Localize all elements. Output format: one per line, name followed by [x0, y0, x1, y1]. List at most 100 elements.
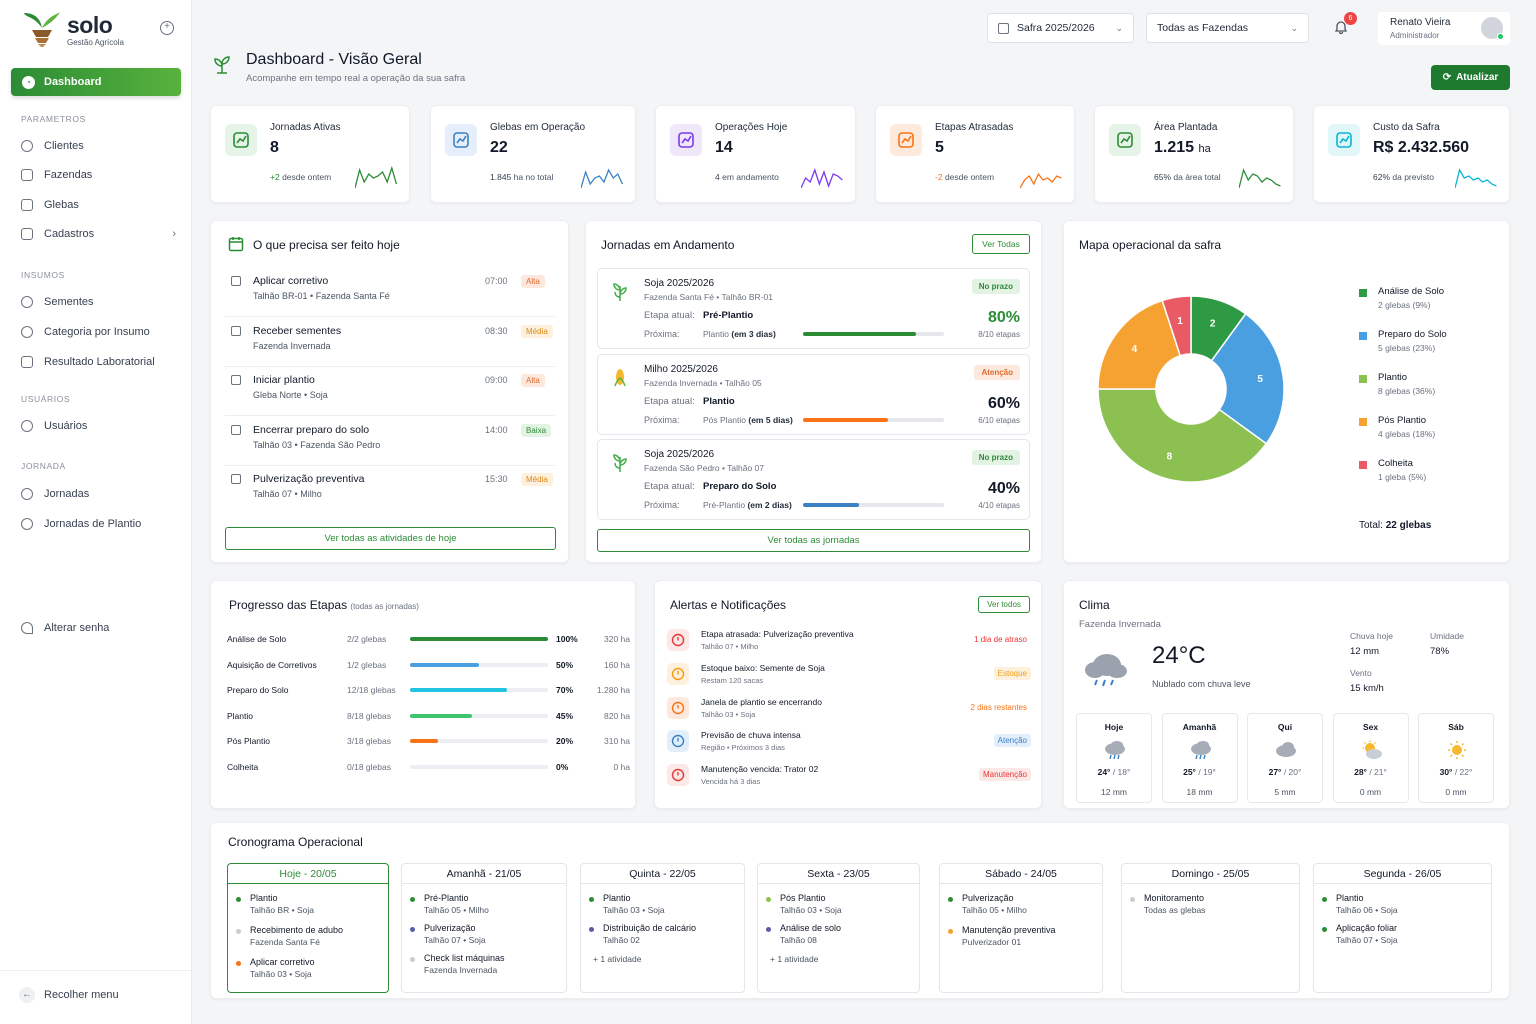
forecast-temp: 25° / 19°: [1163, 767, 1237, 777]
refresh-button[interactable]: ⟳ Atualizar: [1431, 65, 1510, 90]
total-value: 22 glebas: [1385, 520, 1432, 531]
forecast-rain: 5 mm: [1274, 787, 1296, 797]
schedule-day[interactable]: Sexta - 23/05 Pós Plantio Talhão 03 • Soja…: [757, 863, 920, 993]
alert-sub: Talhão 03 • Soja: [701, 709, 756, 719]
forecast-rain: 0 mm: [1445, 787, 1467, 797]
schedule-day[interactable]: Sábado - 24/05 Pulverização Talhão 05 • Mi…: [939, 863, 1103, 993]
schedule-card: Cronograma Operacional Hoje - 20/05 Plant…: [210, 822, 1510, 999]
schedule-item-sub: Fazenda Invernada: [424, 965, 498, 975]
journeys-card: Jornadas em Andamento Ver Todas Soja 202…: [585, 220, 1042, 563]
stage-progress-fill: [410, 688, 507, 692]
alert-item[interactable]: Previsão de chuva intensa Região • Próxim…: [667, 729, 1031, 759]
collapse-menu-button[interactable]: ← Recolher menu: [0, 970, 192, 1024]
schedule-day[interactable]: Domingo - 25/05 Monitoramento Todas as gle…: [1121, 863, 1300, 993]
plus-circle-icon[interactable]: +: [160, 21, 174, 35]
forecast-day-name: Sáb: [1448, 722, 1464, 732]
journey-item[interactable]: Soja 2025/2026 Fazenda Santa Fé • Talhão …: [597, 268, 1030, 349]
kpi-delta: +2: [270, 172, 280, 182]
sidebar-item-usuarios[interactable]: Usuários: [21, 417, 176, 435]
next-stage: Pré-Plantio (em 2 dias): [703, 500, 792, 510]
pie-slice[interactable]: [1161, 295, 1192, 357]
logo[interactable]: solo Gestão Agrícola: [22, 10, 172, 50]
task-item[interactable]: Encerrar preparo do solo Talhão 03 • Faze…: [225, 416, 555, 466]
sidebar-item-categoria[interactable]: Categoria por Insumo: [21, 323, 176, 341]
task-item[interactable]: Aplicar corretivo Talhão BR-01 • Fazenda …: [225, 267, 555, 317]
schedule-item-title: Recebimento de adubo: [250, 925, 344, 935]
schedule-more-link[interactable]: + 1 atividade: [770, 954, 819, 964]
schedule-day[interactable]: Quinta - 22/05 Plantio Talhão 03 • Soja Dis…: [580, 863, 745, 993]
sidebar-item-dashboard[interactable]: ◔ Dashboard: [11, 68, 181, 96]
forecast-min: / 18°: [1112, 767, 1131, 777]
task-sub: Gleba Norte • Soja: [253, 390, 328, 400]
humidity-label: Umidade: [1430, 631, 1465, 641]
alert-item[interactable]: Janela de plantio se encerrando Talhão 03…: [667, 696, 1031, 726]
alert-item[interactable]: Estoque baixo: Semente de Soja Restam 120…: [667, 662, 1031, 692]
status-dot: [948, 929, 953, 934]
sidebar-item-jornadas[interactable]: Jornadas: [21, 485, 176, 503]
pie-slice[interactable]: [1097, 388, 1268, 483]
database-icon: [21, 228, 33, 240]
journey-item[interactable]: Milho 2025/2026 Fazenda Invernada • Talhã…: [597, 353, 1030, 435]
task-item[interactable]: Receber sementes Fazenda Invernada 08:30 Mé…: [225, 317, 555, 367]
schedule-day-label: Amanhã - 21/05: [402, 864, 566, 884]
page-title: Dashboard - Visão Geral: [246, 51, 422, 68]
task-location: Talhão 07: [253, 489, 293, 500]
see-all-today-button[interactable]: Ver todas as atividades de hoje: [225, 527, 556, 550]
forecast-max: 28°: [1354, 767, 1367, 777]
task-item[interactable]: Iniciar plantio Gleba Norte • Soja 09:00 Al…: [225, 366, 555, 417]
sidebar-item-resultado[interactable]: Resultado Laboratorial: [21, 353, 176, 371]
stage-row: Colheita 0/18 glebas 0% 0 ha: [227, 760, 630, 776]
schedule-day[interactable]: Hoje - 20/05 Plantio Talhão BR • Soja Receb…: [227, 863, 389, 993]
legend-swatch: [1359, 289, 1367, 297]
kpi-label: Etapas Atrasadas: [935, 122, 1014, 133]
kpi-label: Área Plantada: [1154, 122, 1218, 133]
journey-item[interactable]: Soja 2025/2026 Fazenda São Pedro • Talhão…: [597, 439, 1030, 520]
lab-icon: [21, 356, 33, 368]
pie-slice-label: 5: [1257, 374, 1263, 385]
stage-name: Plantio: [227, 710, 253, 721]
sidebar-item-glebas[interactable]: Glebas: [21, 196, 176, 214]
refresh-label: Atualizar: [1456, 72, 1499, 83]
user-menu[interactable]: Renato Vieira Administrador: [1378, 12, 1510, 45]
stage-label: Etapa atual:: [644, 395, 695, 407]
schedule-day[interactable]: Segunda - 26/05 Plantio Talhão 06 • Soja Ap…: [1313, 863, 1492, 993]
forecast-day: Sex 28° / 21° 0 mm: [1332, 713, 1409, 803]
alert-item[interactable]: Etapa atrasada: Pulverização preventiva T…: [667, 628, 1031, 658]
pie-slice[interactable]: [1097, 299, 1182, 390]
alerts-see-all-button[interactable]: Ver todos: [978, 596, 1030, 613]
sidebar-item-sementes[interactable]: Sementes: [21, 293, 176, 311]
pie-chart: 2 5 8 4 1: [1097, 295, 1285, 483]
task-location: Talhão BR-01: [253, 291, 308, 301]
schedule-item-title: Pulverização: [962, 893, 1014, 903]
see-all-journeys-button[interactable]: Ver todas as jornadas: [597, 529, 1030, 552]
user-role: Administrador: [1390, 31, 1440, 40]
sidebar-item-clientes[interactable]: Clientes: [21, 137, 176, 155]
farm-select[interactable]: Todas as Fazendas ⌄: [1146, 13, 1309, 43]
forecast-temp: 28° / 21°: [1334, 767, 1408, 777]
season-select[interactable]: Safra 2025/2026 ⌄: [987, 13, 1134, 43]
refresh-icon: ⟳: [1442, 72, 1452, 83]
arrow-left-icon: ←: [19, 987, 35, 1003]
sidebar-item-fazendas[interactable]: Fazendas: [21, 166, 176, 184]
status-dot: [410, 927, 415, 932]
sidebar-item-alterar-senha[interactable]: Alterar senha: [21, 619, 176, 637]
alert-item[interactable]: Manutenção vencida: Trator 02 Vencida há …: [667, 763, 1031, 793]
kpi-delta: 1.845: [490, 172, 512, 182]
schedule-day[interactable]: Amanhã - 21/05 Pré-Plantio Talhão 05 • Mil…: [401, 863, 567, 993]
weather-description: Nublado com chuva leve: [1152, 679, 1251, 689]
pie-slice[interactable]: [1210, 312, 1285, 445]
task-item[interactable]: Pulverização preventiva Talhão 07 • Milho…: [225, 465, 555, 515]
schedule-item-title: Pulverização: [424, 923, 476, 933]
journeys-see-all-button[interactable]: Ver Todas: [972, 234, 1030, 254]
kpi-note: 4 em andamento: [715, 172, 779, 182]
sidebar-item-cadastros[interactable]: Cadastros ›: [21, 225, 176, 243]
sidebar-item-jornadas-plantio[interactable]: Jornadas de Plantio: [21, 515, 176, 533]
kpi-value: 14: [715, 139, 733, 157]
bell-icon[interactable]: [1333, 19, 1349, 35]
task-title: Encerrar preparo do solo: [253, 423, 370, 436]
alert-tag: Estoque: [993, 666, 1031, 680]
task-detail: Fazenda São Pedro: [300, 439, 381, 450]
legend-swatch: [1359, 418, 1367, 426]
schedule-more-link[interactable]: + 1 atividade: [593, 954, 642, 964]
status-dot: [948, 897, 953, 902]
